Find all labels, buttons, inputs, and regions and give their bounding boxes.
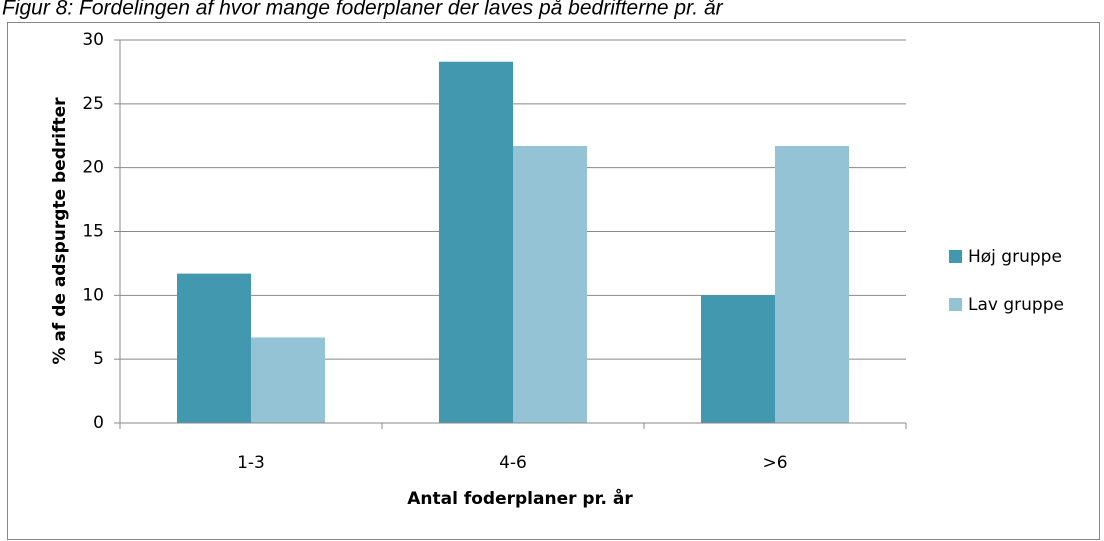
bar [251, 337, 325, 423]
x-axis-title: Antal foderplaner pr. år [407, 487, 633, 509]
y-tick-label: 30 [82, 30, 104, 50]
y-axis-title: % af de adspurgte bedrifter [50, 97, 70, 365]
bar [775, 145, 849, 424]
bar [701, 295, 775, 423]
y-tick-label: 5 [93, 349, 104, 369]
y-tick-label: 10 [82, 285, 104, 305]
y-tick-label: 25 [82, 94, 104, 114]
bar [177, 273, 251, 423]
legend-label: Høj gruppe [968, 247, 1062, 267]
y-tick-label: 0 [93, 413, 104, 433]
legend-swatch [949, 250, 962, 263]
x-tick-label: >6 [762, 453, 787, 473]
x-tick-label: 4-6 [499, 453, 527, 473]
bar [513, 145, 587, 424]
bar [439, 61, 513, 423]
legend-label: Lav gruppe [968, 295, 1064, 315]
y-tick-label: 20 [82, 158, 104, 178]
y-tick-label: 15 [82, 222, 104, 242]
x-tick-label: 1-3 [237, 453, 265, 473]
legend-swatch [949, 298, 962, 311]
chart-title: Figur 8: Fordelingen af hvor mange foder… [2, 0, 724, 20]
